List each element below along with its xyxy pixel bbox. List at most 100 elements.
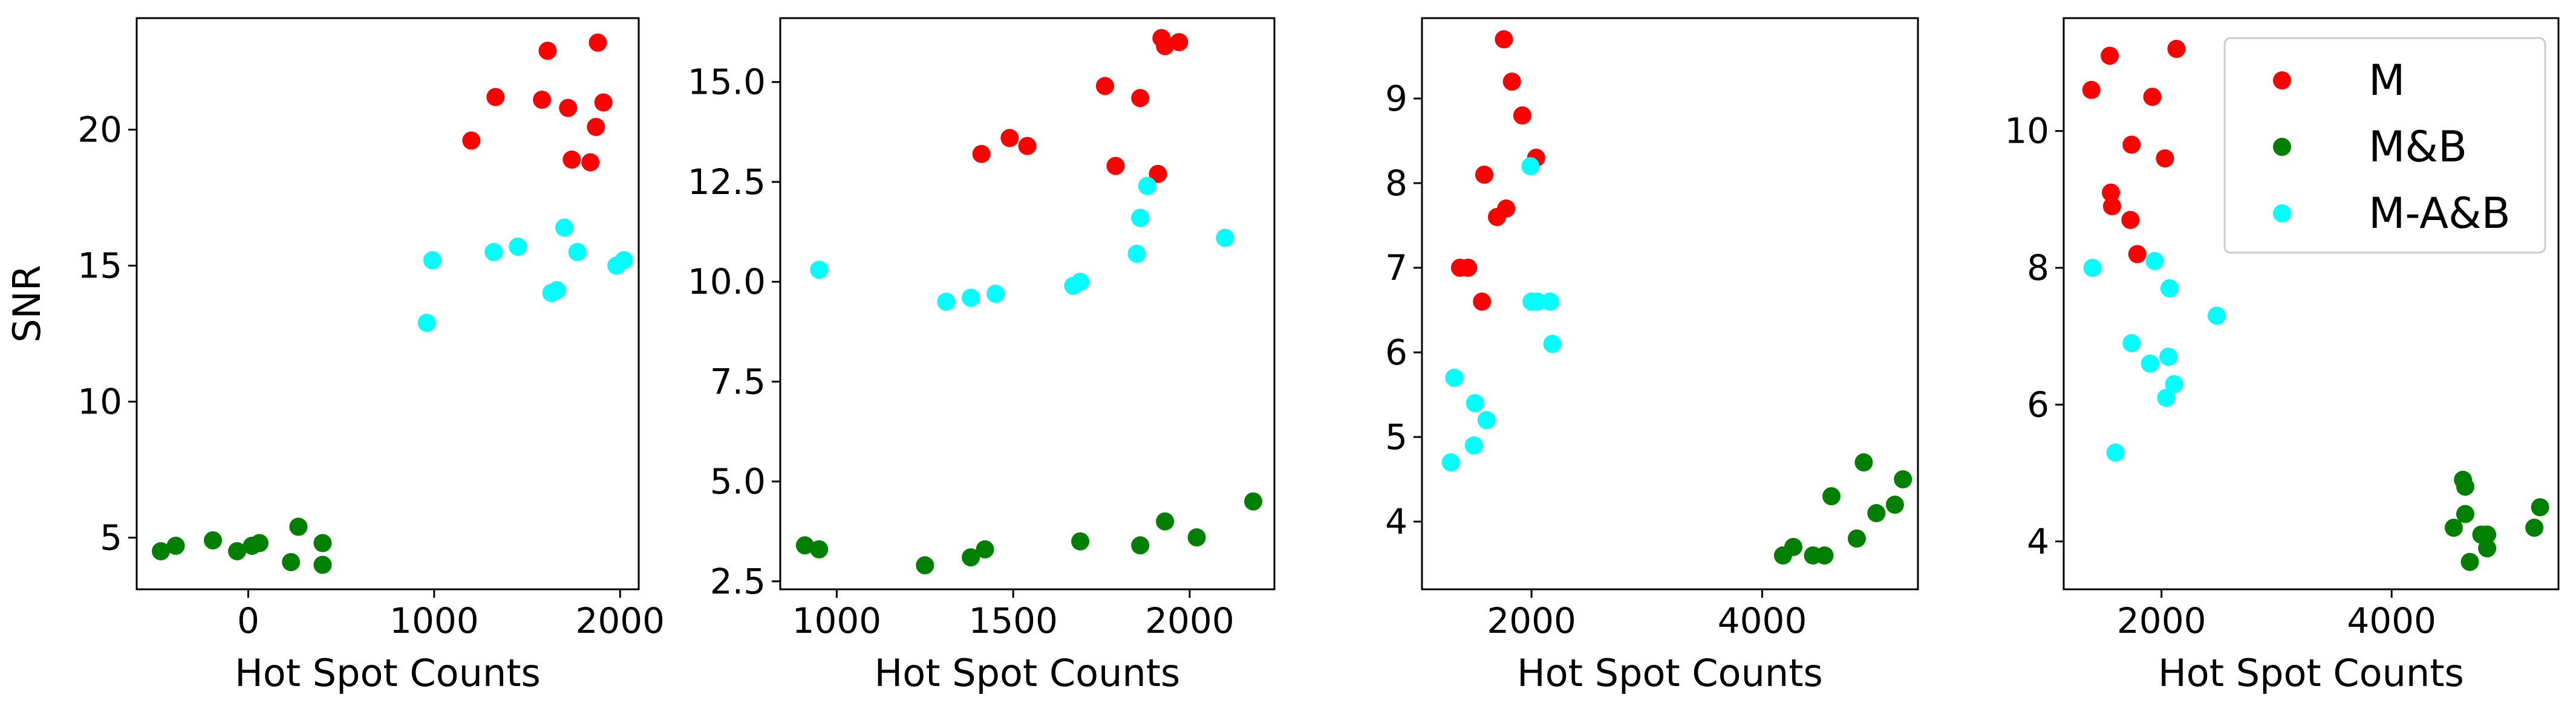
x-axis-label: Hot Spot Counts: [2158, 651, 2464, 695]
point-m: [1149, 164, 1167, 183]
x-axis-label: Hot Spot Counts: [875, 651, 1181, 695]
x-tick-label: 1000: [390, 600, 479, 641]
x-axis-label: Hot Spot Counts: [1517, 651, 1823, 695]
point-m: [562, 150, 581, 169]
y-tick-label: 5.0: [710, 461, 766, 502]
point-mandb: [916, 556, 934, 575]
y-tick-label: 5: [1385, 416, 1407, 458]
legend-label-mandb: M&B: [2369, 122, 2467, 172]
point-m: [559, 99, 578, 117]
y-tick-label: 12.5: [688, 161, 766, 202]
point-maandb: [1441, 453, 1460, 471]
y-tick-label: 9: [1385, 78, 1407, 119]
point-maandb: [568, 243, 587, 261]
point-maandb: [1131, 209, 1150, 227]
point-mandb: [1815, 546, 1834, 565]
point-maandb: [509, 238, 527, 256]
point-mandb: [962, 548, 980, 567]
x-tick-label: 2000: [575, 600, 665, 641]
point-mandb: [1822, 487, 1841, 505]
y-tick-label: 4: [2027, 521, 2049, 562]
x-tick-label: 4000: [2347, 600, 2436, 641]
point-m: [462, 131, 481, 150]
point-m: [1473, 293, 1492, 311]
y-tick-label: 5: [100, 517, 122, 558]
point-maandb: [810, 261, 829, 279]
x-tick-label: 4000: [1718, 600, 1807, 641]
y-axis-label: SNR: [5, 265, 49, 343]
point-maandb: [1521, 157, 1540, 175]
panel-4-points: [2082, 39, 2549, 571]
point-maandb: [2083, 259, 2102, 277]
point-m: [1459, 259, 1478, 277]
y-tick-label: 15: [77, 245, 122, 286]
point-maandb: [2165, 375, 2183, 393]
point-mandb: [1894, 470, 1912, 488]
point-mandb: [166, 537, 185, 555]
y-tick-label: 7.5: [710, 361, 766, 402]
point-m: [2101, 47, 2119, 65]
point-mandb: [1131, 536, 1150, 555]
point-m: [2167, 39, 2186, 58]
point-mandb: [228, 542, 246, 560]
point-maandb: [2157, 389, 2176, 407]
y-tick-label: 6: [2027, 384, 2049, 425]
point-m: [1095, 77, 1114, 95]
point-m: [2128, 245, 2147, 264]
point-mandb: [1885, 496, 1904, 514]
point-mandb: [1867, 504, 1886, 522]
point-m: [1513, 106, 1531, 125]
point-maandb: [484, 243, 503, 261]
point-maandb: [1541, 293, 1559, 311]
y-tick-label: 6: [1385, 332, 1407, 373]
point-mandb: [2478, 525, 2497, 544]
point-m: [1000, 129, 1019, 147]
legend: M M&B M-A&B: [2223, 37, 2546, 254]
panel-1: 0 1000 2000 5 10 15 20 Hot Spot Counts SNR: [5, 17, 665, 695]
point-mandb: [289, 517, 308, 536]
legend-label-m: M: [2369, 56, 2405, 105]
point-maandb: [986, 285, 1005, 303]
plot-frame: [779, 17, 1276, 591]
y-tick-label: 10: [77, 381, 122, 422]
point-m: [1495, 30, 1513, 48]
x-tick-label: 1000: [792, 600, 882, 641]
y-tick-label: 10.0: [688, 261, 766, 302]
point-m: [587, 118, 605, 136]
point-maandb: [1528, 293, 1547, 311]
panel-3-points: [1441, 30, 1912, 565]
point-mandb: [2444, 519, 2463, 537]
point-maandb: [1127, 244, 1146, 263]
point-mandb: [1156, 512, 1175, 531]
point-mandb: [2531, 498, 2549, 517]
point-maandb: [1464, 436, 1483, 455]
point-m: [2156, 149, 2174, 167]
point-maandb: [1466, 394, 1484, 412]
legend-box: [2223, 37, 2546, 254]
point-maandb: [2122, 334, 2141, 352]
point-mandb: [2456, 477, 2474, 496]
point-m: [2143, 88, 2162, 106]
point-mandb: [313, 534, 332, 552]
point-maandb: [937, 293, 956, 311]
point-maandb: [962, 288, 980, 307]
point-maandb: [417, 314, 436, 332]
point-m: [1502, 73, 1521, 91]
y-tick-label: 2.5: [710, 561, 766, 602]
point-maandb: [1543, 335, 1562, 353]
y-tick-label: 8: [1385, 163, 1407, 204]
y-tick-label: 4: [1385, 501, 1407, 542]
point-maandb: [1138, 176, 1156, 195]
point-m: [1170, 33, 1189, 51]
plot-frame: [135, 17, 640, 591]
point-maandb: [615, 251, 633, 270]
point-maandb: [2208, 306, 2226, 325]
point-maandb: [2159, 348, 2178, 366]
point-maandb: [1445, 369, 1464, 387]
legend-marker-mandb: [2273, 138, 2291, 156]
point-m: [486, 88, 505, 106]
x-tick-label: 2000: [2117, 600, 2206, 641]
legend-marker-m: [2273, 71, 2291, 89]
legend-marker-maandb: [2273, 204, 2291, 222]
y-tick-label: 20: [77, 109, 122, 150]
